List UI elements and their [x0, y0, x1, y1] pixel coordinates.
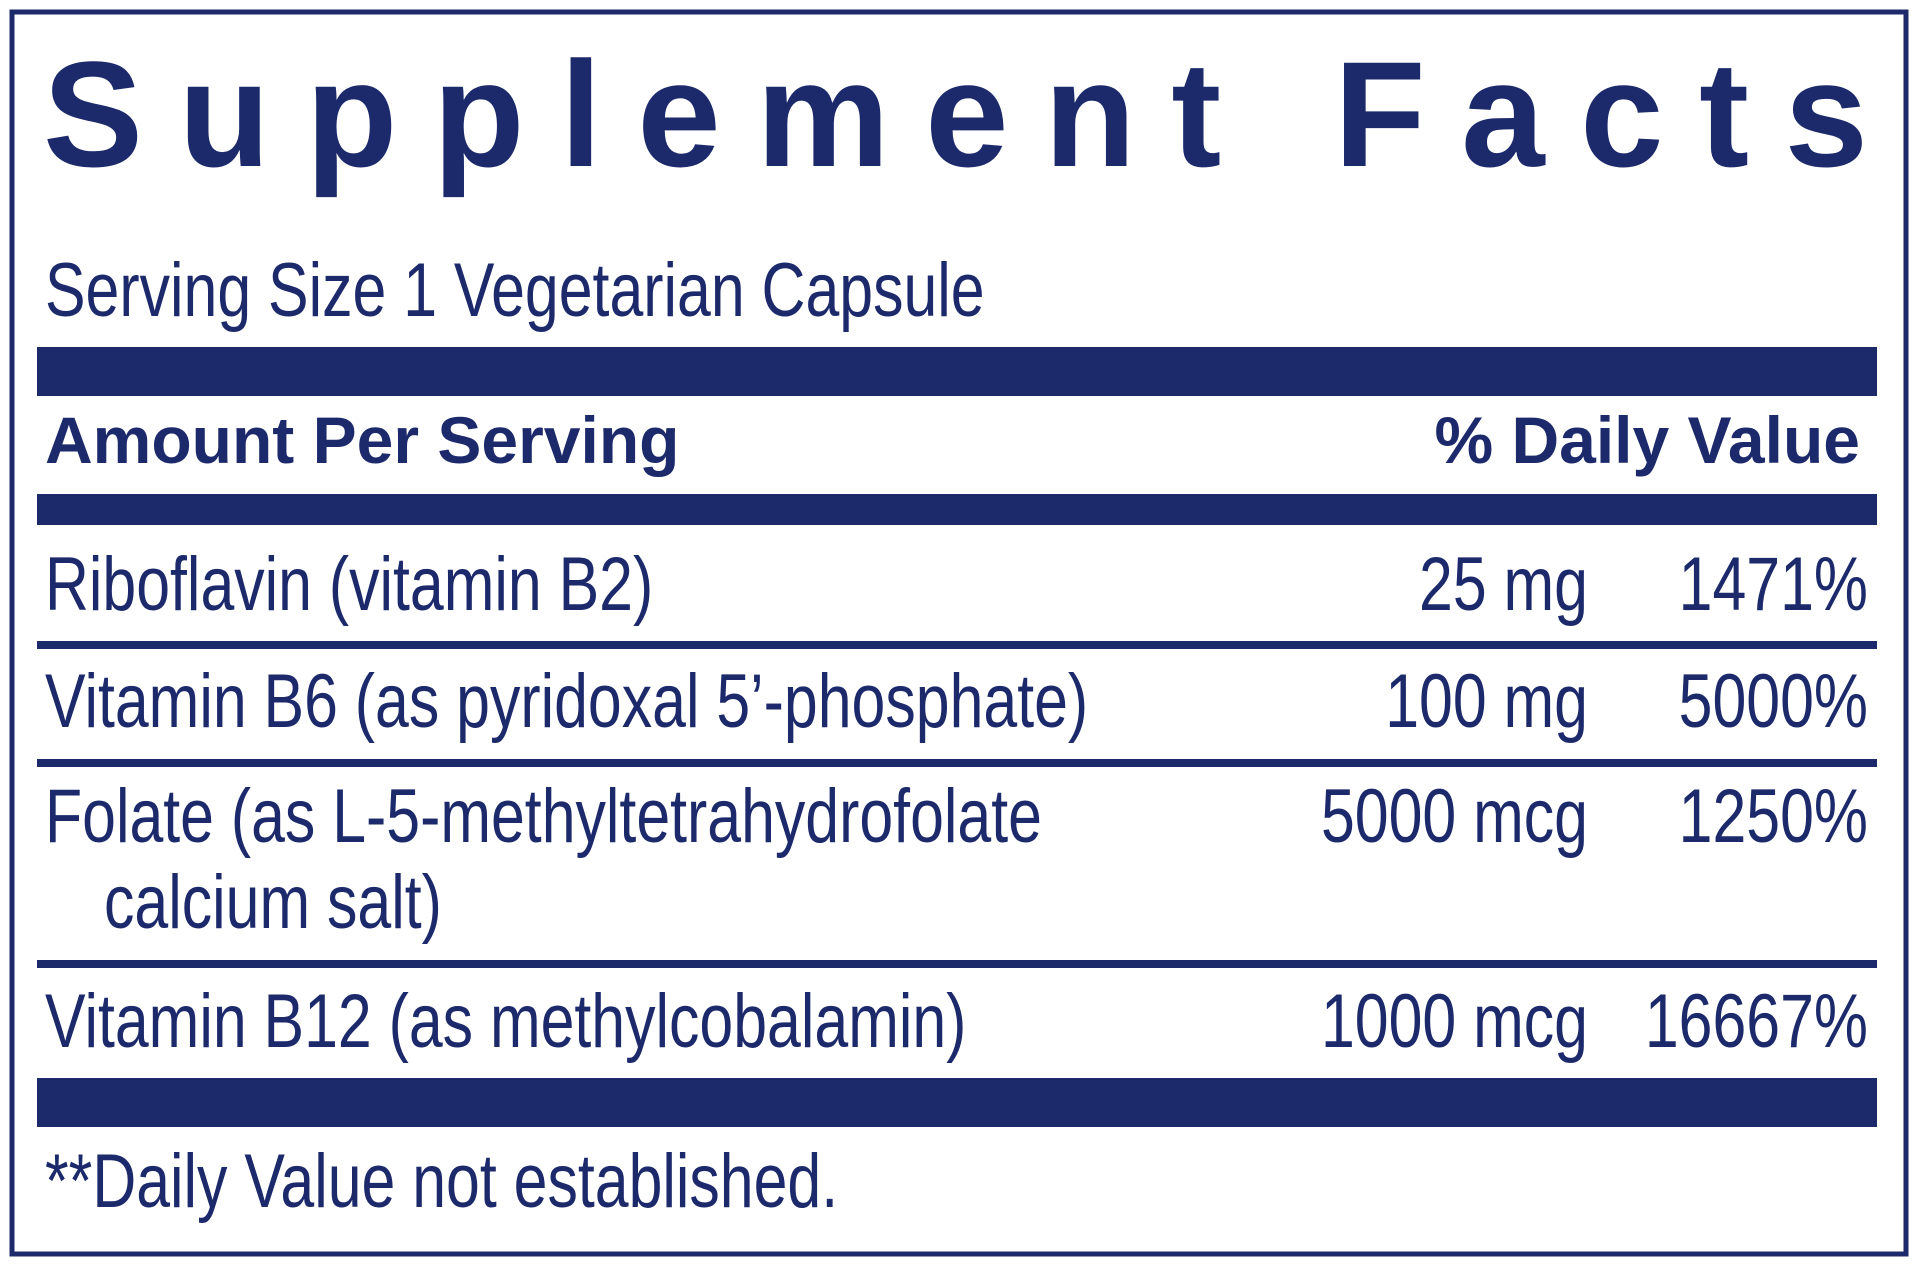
footnote: **Daily Value not established.	[45, 1139, 838, 1224]
amount: 100 mg	[1385, 659, 1588, 744]
nutrient-name: calcium salt)	[104, 860, 442, 945]
thin-rule	[37, 641, 1877, 649]
thin-rule	[37, 759, 1877, 767]
thick-rule	[37, 494, 1877, 525]
amount: 25 mg	[1419, 542, 1588, 627]
serving-size: Serving Size 1 Vegetarian Capsule	[45, 248, 985, 333]
amount: 5000 mcg	[1321, 774, 1588, 859]
daily-value: 1250%	[1679, 774, 1868, 859]
thick-rule	[37, 347, 1877, 396]
daily-value: 1471%	[1679, 542, 1868, 627]
thin-rule	[37, 960, 1877, 968]
label-border	[9, 9, 1909, 1257]
daily-value-header: % Daily Value	[1434, 403, 1860, 477]
amount: 1000 mcg	[1321, 979, 1588, 1064]
title: Supplement Facts	[43, 30, 1868, 198]
amount-header: Amount Per Serving	[45, 403, 679, 477]
nutrient-name: Folate (as L-5-methyltetrahydrofolate	[45, 774, 1042, 859]
daily-value: 5000%	[1679, 659, 1868, 744]
daily-value: 16667%	[1645, 979, 1868, 1064]
nutrient-name: Vitamin B12 (as methylcobalamin)	[45, 979, 966, 1064]
nutrient-name: Vitamin B6 (as pyridoxal 5’-phosphate)	[45, 659, 1088, 744]
nutrient-rows: Riboflavin (vitamin B2) 25 mg 1471% Vitamin…	[37, 542, 1877, 1064]
thick-rule	[37, 1078, 1877, 1127]
nutrient-name: Riboflavin (vitamin B2)	[45, 542, 653, 627]
